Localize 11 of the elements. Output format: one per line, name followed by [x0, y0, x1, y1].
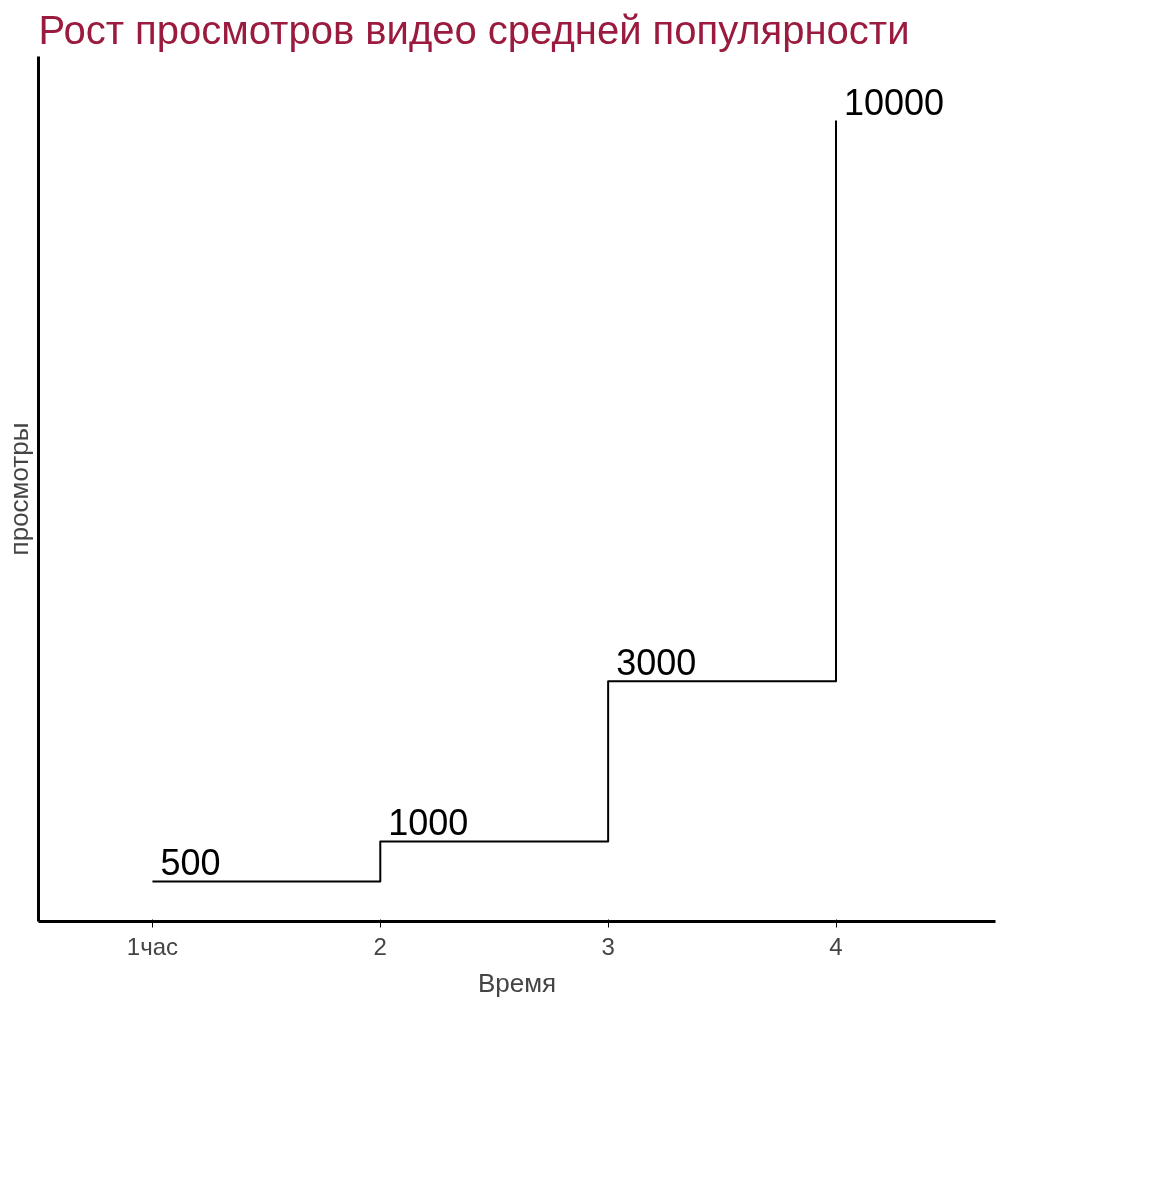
x-tick-label: 4	[829, 932, 843, 960]
x-tick-label: 3	[601, 932, 615, 960]
data-label: 1000	[388, 802, 469, 844]
x-axis-title: Время	[477, 967, 557, 998]
chart-title: Рост просмотров видео средней популярности	[38, 7, 910, 52]
y-axis-title: просмотры	[3, 422, 34, 556]
data-label: 500	[160, 842, 221, 884]
x-tick-label: 2	[373, 932, 387, 960]
x-tick-label: 1час	[126, 932, 179, 960]
data-label: 3000	[616, 642, 697, 684]
data-label: 10000	[844, 81, 945, 123]
